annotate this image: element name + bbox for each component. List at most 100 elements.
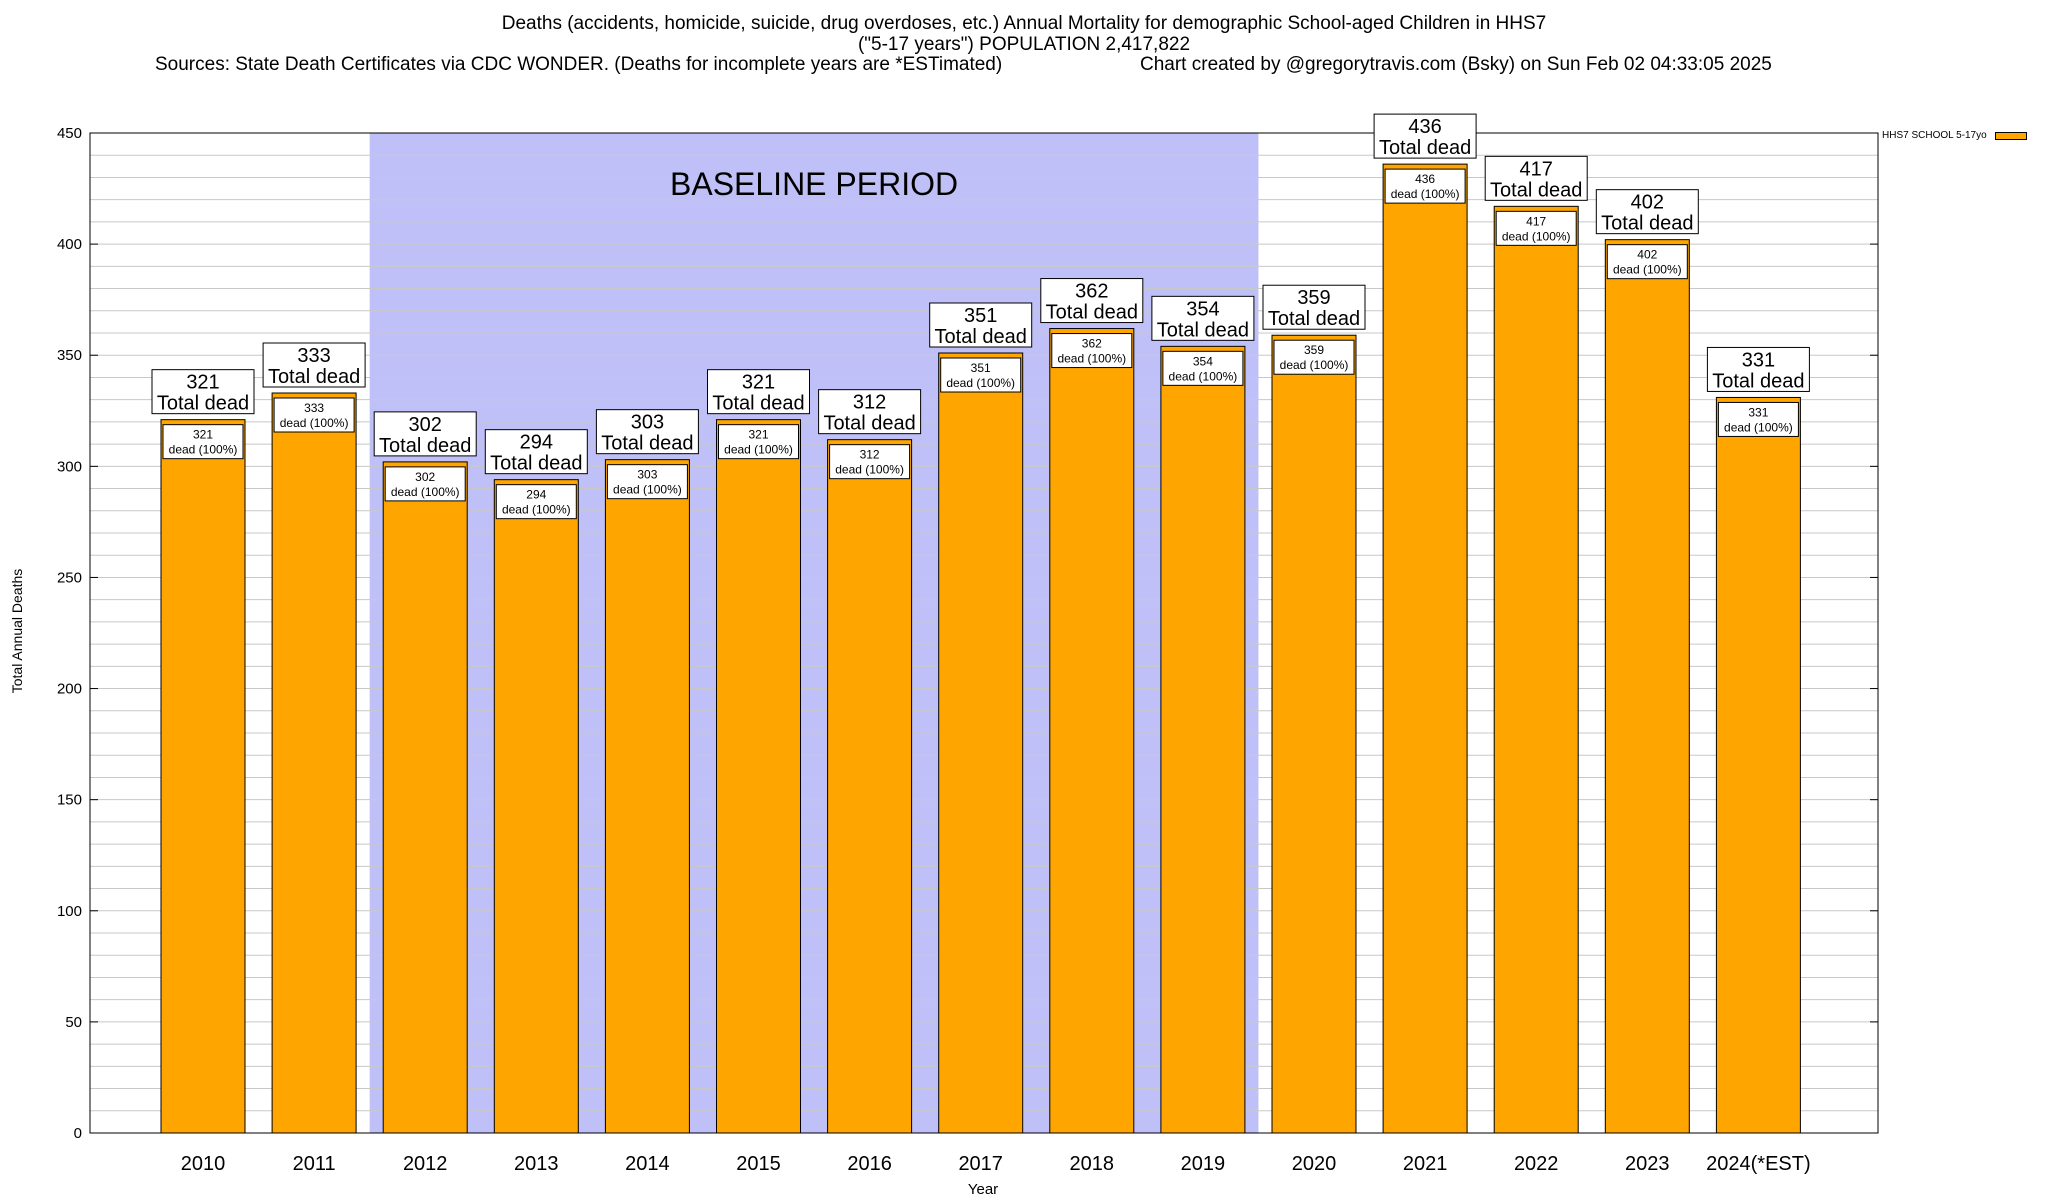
- bar: [1382, 163, 1468, 1134]
- y-tick-label: 50: [65, 1014, 82, 1031]
- x-tick-label: 2020: [1292, 1153, 1337, 1175]
- bar-top-label-box: [1595, 189, 1699, 235]
- y-tick-label: 350: [57, 347, 82, 364]
- y-tick-label: 450: [57, 125, 82, 142]
- y-tick-label: 0: [74, 1125, 82, 1142]
- bar-inner-label: dead (100%): [1391, 187, 1460, 201]
- bar-top-label-box: [262, 342, 366, 388]
- bar-top-label: Total dead: [157, 393, 249, 415]
- bar-top-label-box: [1262, 284, 1366, 330]
- bar-top-label: Total dead: [935, 326, 1027, 348]
- bar-top-label-box: [818, 389, 922, 435]
- bar: [716, 419, 801, 1134]
- bar-inner-value: 321: [193, 428, 213, 442]
- bar: [1604, 239, 1690, 1134]
- bar-inner-label: dead (100%): [1613, 263, 1682, 277]
- bar: [1493, 205, 1579, 1134]
- bar-inner-label-box: [940, 357, 1022, 393]
- bar-top-value: 321: [186, 372, 219, 394]
- bar-top-label: Total dead: [601, 433, 693, 455]
- bar-top-value: 436: [1408, 116, 1441, 138]
- bar-top-value: 333: [297, 345, 330, 367]
- bar-top-value: 402: [1631, 192, 1664, 214]
- bar-inner-label-box: [1051, 333, 1133, 369]
- x-tick-label: 2019: [1181, 1153, 1226, 1175]
- bar-inner-value: 333: [304, 401, 324, 415]
- bar-inner-label: dead (100%): [502, 503, 571, 517]
- y-tick-label: 100: [57, 903, 82, 920]
- bar: [1271, 334, 1357, 1134]
- bar-top-label-box: [707, 369, 810, 415]
- bar-top-label: Total dead: [379, 435, 471, 457]
- x-tick-label: 2014: [625, 1153, 670, 1175]
- bar: [1049, 328, 1135, 1134]
- bar-inner-label: dead (100%): [835, 463, 904, 477]
- chart-credit: Chart created by @gregorytravis.com (Bsk…: [1140, 54, 1772, 75]
- bar-top-value: 354: [1186, 298, 1219, 320]
- bar: [1715, 396, 1801, 1134]
- bar-top-label-box: [1484, 155, 1588, 201]
- bar-inner-value: 436: [1415, 172, 1435, 186]
- bar-top-value: 312: [853, 392, 886, 414]
- bar: [1160, 345, 1246, 1134]
- bar-inner-label: dead (100%): [724, 443, 793, 457]
- bar-inner-label-box: [162, 424, 244, 460]
- y-tick-label: 250: [57, 569, 82, 586]
- bar-inner-label-box: [273, 397, 355, 433]
- bar-inner-label-box: [606, 464, 688, 500]
- bar-inner-label: dead (100%): [1057, 352, 1126, 366]
- bar: [160, 419, 246, 1134]
- bar-top-label-box: [151, 369, 255, 415]
- bar-top-label-box: [1151, 295, 1255, 341]
- bar-inner-value: 362: [1082, 337, 1102, 351]
- chart-sources: Sources: State Death Certificates via CD…: [155, 54, 1003, 75]
- bar-top-label: Total dead: [268, 366, 360, 388]
- bar-inner-label: dead (100%): [391, 485, 460, 499]
- bar: [938, 352, 1024, 1134]
- bar-inner-label-box: [384, 466, 466, 502]
- bar-inner-label-box: [718, 424, 799, 460]
- bar-inner-label: dead (100%): [169, 443, 238, 457]
- bar-top-label: Total dead: [490, 453, 582, 475]
- chart-title: Deaths (accidents, homicide, suicide, dr…: [501, 13, 1547, 34]
- bar-top-label-box: [595, 409, 699, 455]
- bar-top-value: 303: [631, 412, 664, 434]
- y-tick-label: 200: [57, 681, 82, 698]
- bar-top-label-box: [929, 302, 1033, 348]
- bar-inner-label-box: [495, 484, 577, 520]
- bar-inner-label-box: [1273, 339, 1355, 375]
- bar-inner-label: dead (100%): [613, 483, 682, 497]
- chart-subtitle: ("5-17 years") POPULATION 2,417,822: [857, 34, 1191, 55]
- bar-inner-label: dead (100%): [1280, 358, 1349, 372]
- x-tick-label: 2011: [293, 1153, 336, 1175]
- legend-swatch: [1994, 131, 2027, 140]
- legend: HHS7 SCHOOL 5-17yo: [1882, 130, 2027, 141]
- bar-inner-label-box: [1606, 244, 1688, 280]
- y-tick-label: 300: [57, 458, 82, 475]
- bar-top-value: 359: [1297, 287, 1330, 309]
- bar-inner-value: 312: [860, 448, 880, 462]
- bar-inner-value: 294: [526, 488, 546, 502]
- x-tick-label: 2017: [958, 1153, 1003, 1175]
- bar-inner-value: 351: [971, 361, 991, 375]
- bar: [604, 459, 690, 1134]
- x-tick-label: 2015: [736, 1153, 781, 1175]
- bar-inner-value: 359: [1304, 343, 1324, 357]
- bar-inner-value: 402: [1637, 248, 1657, 262]
- bar-inner-value: 354: [1193, 354, 1213, 368]
- bar-top-label-box: [1040, 278, 1144, 324]
- bar: [493, 479, 579, 1134]
- x-tick-label: 2022: [1514, 1153, 1559, 1175]
- bar-top-value: 417: [1520, 158, 1553, 180]
- bar: [827, 439, 913, 1134]
- bar-top-label: Total dead: [823, 413, 915, 435]
- bar-top-label-box: [484, 429, 588, 475]
- bar-inner-label: dead (100%): [1724, 420, 1793, 434]
- bar-top-value: 302: [409, 414, 442, 436]
- bar-inner-label: dead (100%): [946, 376, 1015, 390]
- bar-top-label: Total dead: [1601, 213, 1693, 235]
- bar-inner-value: 303: [637, 468, 657, 482]
- y-tick-label: 400: [57, 236, 82, 253]
- y-axis-label: Total Annual Deaths: [9, 568, 25, 694]
